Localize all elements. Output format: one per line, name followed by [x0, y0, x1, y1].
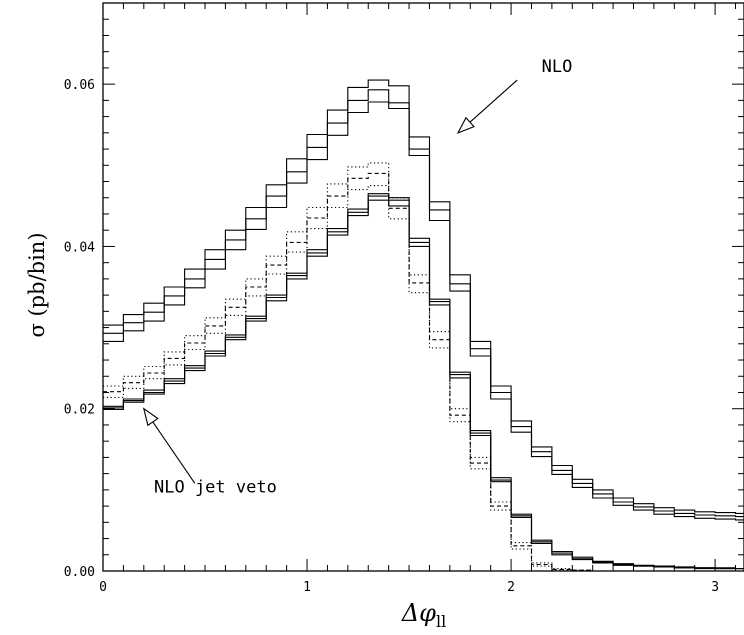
- annotation-arrowhead: [456, 116, 475, 134]
- series-line-8: [103, 172, 744, 572]
- y-axis-title: σ (pb/bin): [25, 232, 49, 337]
- series-line-6: [103, 199, 744, 570]
- tick-labels: 0 1 2 3 0.00 0.02 0.04 0.06: [64, 78, 719, 595]
- annotation-arrowhead: [142, 407, 159, 427]
- series-line-9: [103, 185, 744, 572]
- series-line-4: [103, 193, 744, 570]
- series-line-3: [103, 101, 744, 521]
- x-tick-label: 0: [99, 580, 107, 595]
- annotation-label: NLO: [542, 57, 573, 77]
- axis-ticks: [102, 2, 744, 572]
- y-tick-label: 0.00: [64, 565, 95, 580]
- x-tick-label: 1: [303, 580, 311, 595]
- x-axis-title-subscript: ll: [436, 612, 446, 631]
- annotation-arrow-line: [469, 79, 518, 123]
- x-tick-label: 2: [507, 580, 515, 595]
- y-tick-label: 0.02: [64, 403, 95, 418]
- annotation-label: NLO jet veto: [154, 477, 277, 497]
- x-axis-title-main: Δφ: [401, 599, 436, 627]
- plot-frame: [102, 2, 744, 572]
- x-axis-title: Δφll: [401, 599, 446, 631]
- series-group: [103, 79, 744, 572]
- series-line-1: [103, 79, 744, 515]
- series-line-5: [103, 195, 744, 570]
- y-tick-label: 0.04: [64, 240, 95, 255]
- annotation-arrow-line: [152, 421, 196, 484]
- series-line-2: [103, 89, 744, 518]
- x-tick-label: 3: [711, 580, 719, 595]
- annotations: NLO NLO jet veto: [142, 57, 573, 497]
- y-tick-label: 0.06: [64, 78, 95, 93]
